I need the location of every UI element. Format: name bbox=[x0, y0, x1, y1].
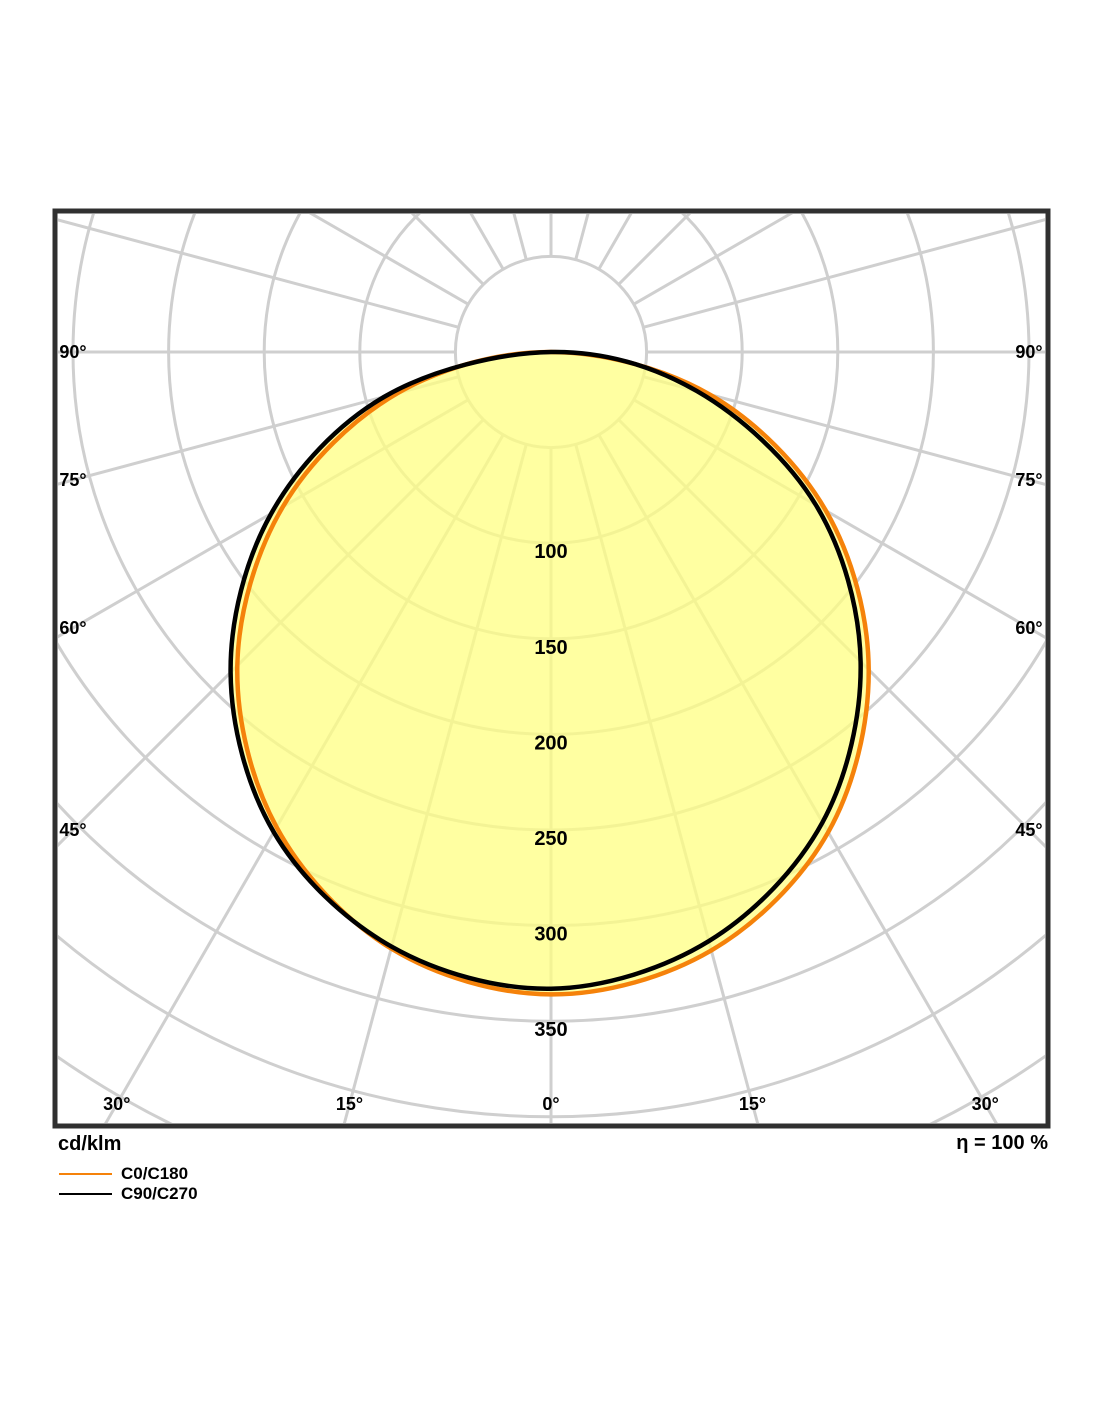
radial-tick-label: 350 bbox=[534, 1019, 567, 1041]
chart-labels: 100 150 200 250 300 350 90° 90° 75° 75° 60° 60° 45° 4… bbox=[59, 342, 1042, 1114]
radial-tick-label: 250 bbox=[534, 828, 567, 850]
polar-grid-spoke bbox=[410, 214, 485, 286]
angle-tick-label: 60° bbox=[59, 618, 86, 638]
angle-tick-label: 30° bbox=[103, 1094, 130, 1114]
legend-line-c90-c270 bbox=[59, 1193, 112, 1195]
angle-tick-label: 90° bbox=[1015, 342, 1042, 362]
curve-c90-c270 bbox=[228, 349, 863, 991]
polar-grid-spoke bbox=[308, 214, 469, 306]
angle-tick-label: 15° bbox=[336, 1094, 363, 1114]
distribution-fill bbox=[230, 351, 869, 995]
angle-tick-label: 45° bbox=[59, 820, 86, 840]
angle-tick-label: 15° bbox=[739, 1094, 766, 1114]
efficiency-label: η = 100 % bbox=[956, 1132, 1048, 1154]
angle-tick-label: 75° bbox=[1015, 470, 1042, 490]
polar-grid-spoke bbox=[58, 375, 460, 486]
legend-line-c0-c180 bbox=[59, 1173, 112, 1175]
radial-tick-label: 300 bbox=[534, 924, 567, 946]
unit-label: cd/klm bbox=[58, 1133, 122, 1155]
radial-tick-label: 100 bbox=[534, 541, 567, 563]
polar-grid-spoke bbox=[597, 214, 633, 270]
angle-tick-label: 0° bbox=[542, 1094, 559, 1114]
angle-tick-label: 60° bbox=[1015, 618, 1042, 638]
radial-tick-label: 150 bbox=[534, 637, 567, 659]
legend-label-c90-c270: C90/C270 bbox=[121, 1184, 198, 1203]
polar-grid-spoke bbox=[617, 214, 692, 286]
legend-item-c90-c270: C90/C270 bbox=[59, 1184, 198, 1204]
polar-grid-spoke bbox=[469, 214, 505, 270]
polar-grid-spoke bbox=[642, 375, 1045, 486]
curve-c0-c180 bbox=[235, 349, 871, 997]
radial-tick-label: 200 bbox=[534, 732, 567, 754]
angle-tick-label: 90° bbox=[59, 342, 86, 362]
angle-tick-label: 45° bbox=[1015, 820, 1042, 840]
plot-border bbox=[52, 208, 1051, 1129]
polar-grid-spoke bbox=[633, 214, 794, 306]
legend-label-c0-c180: C0/C180 bbox=[121, 1164, 189, 1183]
polar-grid-spoke bbox=[58, 218, 460, 329]
angle-tick-label: 75° bbox=[59, 470, 86, 490]
angle-tick-label: 30° bbox=[972, 1094, 999, 1114]
legend-item-c0-c180: C0/C180 bbox=[59, 1164, 188, 1184]
polar-grid-spoke bbox=[642, 218, 1045, 329]
